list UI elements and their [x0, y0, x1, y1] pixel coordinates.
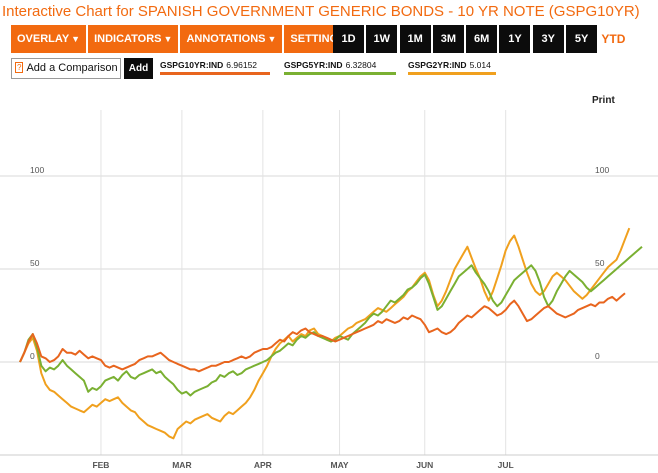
range-ytd-button[interactable]: YTD [599, 25, 628, 53]
legend-series-name: GSPG10YR:IND [160, 60, 224, 70]
y-tick-label-left: 100 [30, 165, 44, 175]
range-1m-button[interactable]: 1M [399, 25, 431, 53]
range-5y-button[interactable]: 5Y [566, 25, 598, 53]
y-tick-label-right: 0 [595, 351, 600, 361]
series-line-gspg2yr [19, 227, 631, 440]
caret-down-icon: ▼ [71, 34, 81, 44]
legend-item-gspg10yr: GSPG10YR:IND 6.96152 [160, 60, 278, 76]
caret-down-icon: ▼ [163, 34, 173, 44]
x-tick-label: MAY [330, 460, 348, 470]
x-tick-label: JUL [498, 460, 514, 470]
legend-color-bar [284, 72, 396, 75]
range-1d-button[interactable]: 1D [333, 25, 364, 53]
add-button[interactable]: Add [124, 58, 153, 79]
range-3y-button[interactable]: 3Y [532, 25, 564, 53]
page-title: Interactive Chart for SPANISH GOVERNMENT… [2, 3, 640, 20]
range-1w-button[interactable]: 1W [366, 25, 398, 53]
legend-color-bar [408, 72, 496, 75]
range-selector: 1D 1W 1M 3M 6M 1Y 3Y 5Y YTD [333, 25, 630, 53]
legend-series-name: GSPG2YR:IND [408, 60, 467, 70]
y-tick-label-right: 50 [595, 258, 605, 268]
legend-series-value: 6.32804 [345, 60, 377, 70]
add-comparison-field[interactable]: ? Add a Comparison [11, 58, 121, 79]
y-tick-label-left: 50 [30, 258, 40, 268]
caret-down-icon: ▼ [267, 34, 277, 44]
annotations-menu[interactable]: ANNOTATIONS ▼ [180, 25, 283, 53]
legend-item-gspg5yr: GSPG5YR:IND 6.32804 [284, 60, 402, 76]
help-icon[interactable]: ? [15, 62, 24, 73]
y-tick-label-left: 0 [30, 351, 35, 361]
range-3m-button[interactable]: 3M [432, 25, 464, 53]
legend-color-bar [160, 72, 270, 75]
series-line-gspg5yr [19, 245, 643, 397]
indicators-menu[interactable]: INDICATORS ▼ [88, 25, 179, 53]
range-6m-button[interactable]: 6M [466, 25, 498, 53]
overlay-menu[interactable]: OVERLAY ▼ [11, 25, 87, 53]
add-comparison-label: Add a Comparison [26, 62, 118, 74]
range-1y-button[interactable]: 1Y [499, 25, 531, 53]
toolbar: OVERLAY ▼ INDICATORS ▼ ANNOTATIONS ▼ SETTIN… [11, 25, 364, 53]
legend-series-value: 6.96152 [226, 60, 258, 70]
legend-series-value: 5.014 [469, 60, 491, 70]
print-button[interactable]: Print [592, 95, 615, 106]
legend-series-name: GSPG5YR:IND [284, 60, 343, 70]
series-line-gspg10yr [19, 292, 626, 373]
x-tick-label: MAR [172, 460, 191, 470]
legend-item-gspg2yr: GSPG2YR:IND 5.014 [408, 60, 526, 76]
x-tick-label: JUN [416, 460, 433, 470]
y-tick-label-right: 100 [595, 165, 609, 175]
x-tick-label: FEB [92, 460, 109, 470]
x-tick-label: APR [254, 460, 272, 470]
